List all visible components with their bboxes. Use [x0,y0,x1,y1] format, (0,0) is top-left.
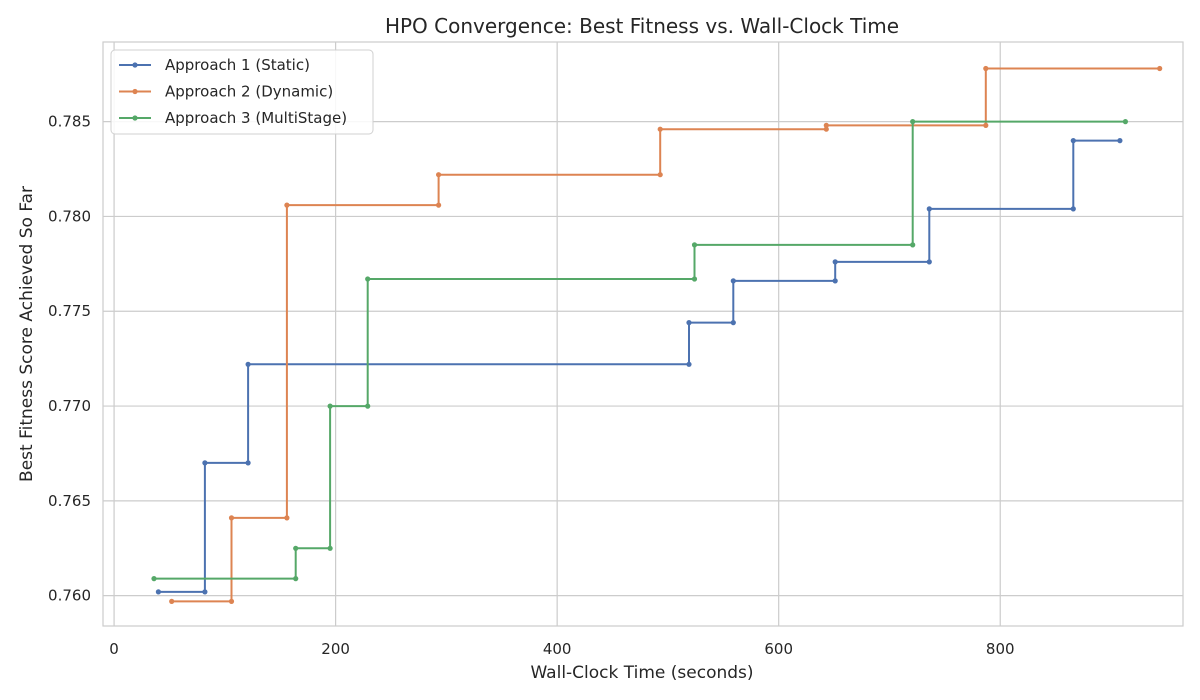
data-point [327,403,333,409]
legend-marker [132,115,138,121]
chart-title: HPO Convergence: Best Fitness vs. Wall-C… [385,14,899,38]
data-point [245,361,251,367]
ticks: 0 200 400 600 800 0.760 0.765 0.770 0.775 0.780 0.… [48,113,1015,658]
legend-item: Approach 2 (Dynamic) [119,83,333,101]
legend-item: Approach 3 (MultiStage) [119,109,347,127]
data-point [983,122,989,128]
data-point [657,126,663,132]
x-tick-label: 0 [109,640,119,658]
y-tick-label: 0.775 [48,302,91,320]
data-point [228,598,235,605]
data-point [926,206,932,212]
legend-label: Approach 3 (MultiStage) [165,109,347,127]
data-point [1070,138,1076,144]
data-point [823,126,829,132]
data-point [691,242,698,248]
x-tick-label: 400 [543,640,572,658]
y-axis-label: Best Fitness Score Achieved So Far [17,186,37,482]
legend-marker [132,88,138,95]
data-point [327,545,333,551]
data-point [1157,65,1163,72]
y-tick-label: 0.785 [48,113,91,131]
data-point [926,259,932,265]
data-point [691,276,698,282]
data-point [657,172,663,178]
data-point [202,460,208,466]
x-tick-label: 200 [321,640,350,658]
x-axis-label: Wall-Clock Time (seconds) [530,663,753,683]
data-point [228,515,235,521]
data-point [151,576,157,582]
data-point [365,276,371,282]
data-point [284,515,290,521]
data-point [832,278,838,284]
series-line [154,120,1126,580]
series-2 [169,65,1163,605]
data-point [832,259,838,265]
data-point [910,242,916,248]
x-tick-label: 600 [764,640,793,658]
data-point [436,202,442,208]
data-point [730,278,736,284]
y-tick-label: 0.780 [48,207,91,225]
data-point [910,119,916,125]
data-point [436,172,442,178]
series-line [171,67,1160,603]
legend-box [110,49,374,135]
series-layer [151,65,1163,605]
legend: Approach 1 (Static) Approach 2 (Dynamic) A… [110,49,374,135]
data-point [293,576,299,582]
data-point [730,320,736,326]
data-point [293,545,299,551]
series-line [158,139,1120,593]
legend-item: Approach 1 (Static) [119,56,310,74]
y-tick-label: 0.760 [48,587,91,605]
data-point [686,320,692,326]
data-point [245,460,251,466]
data-point [1117,138,1123,144]
data-point [1070,206,1076,212]
x-tick-label: 800 [986,640,1015,658]
data-point [155,589,161,595]
y-tick-label: 0.765 [48,492,91,510]
data-point [983,65,989,72]
data-point [686,361,692,367]
series-1 [155,138,1123,595]
series-3 [151,119,1128,582]
data-point [202,589,208,595]
data-point [284,202,290,208]
data-point [365,403,371,409]
y-tick-label: 0.770 [48,397,91,415]
legend-label: Approach 2 (Dynamic) [165,83,333,101]
data-point [823,122,829,128]
data-point [1122,119,1128,125]
data-point [169,598,175,605]
legend-marker [132,62,138,68]
legend-label: Approach 1 (Static) [165,56,310,74]
plot-frame [102,41,1184,627]
